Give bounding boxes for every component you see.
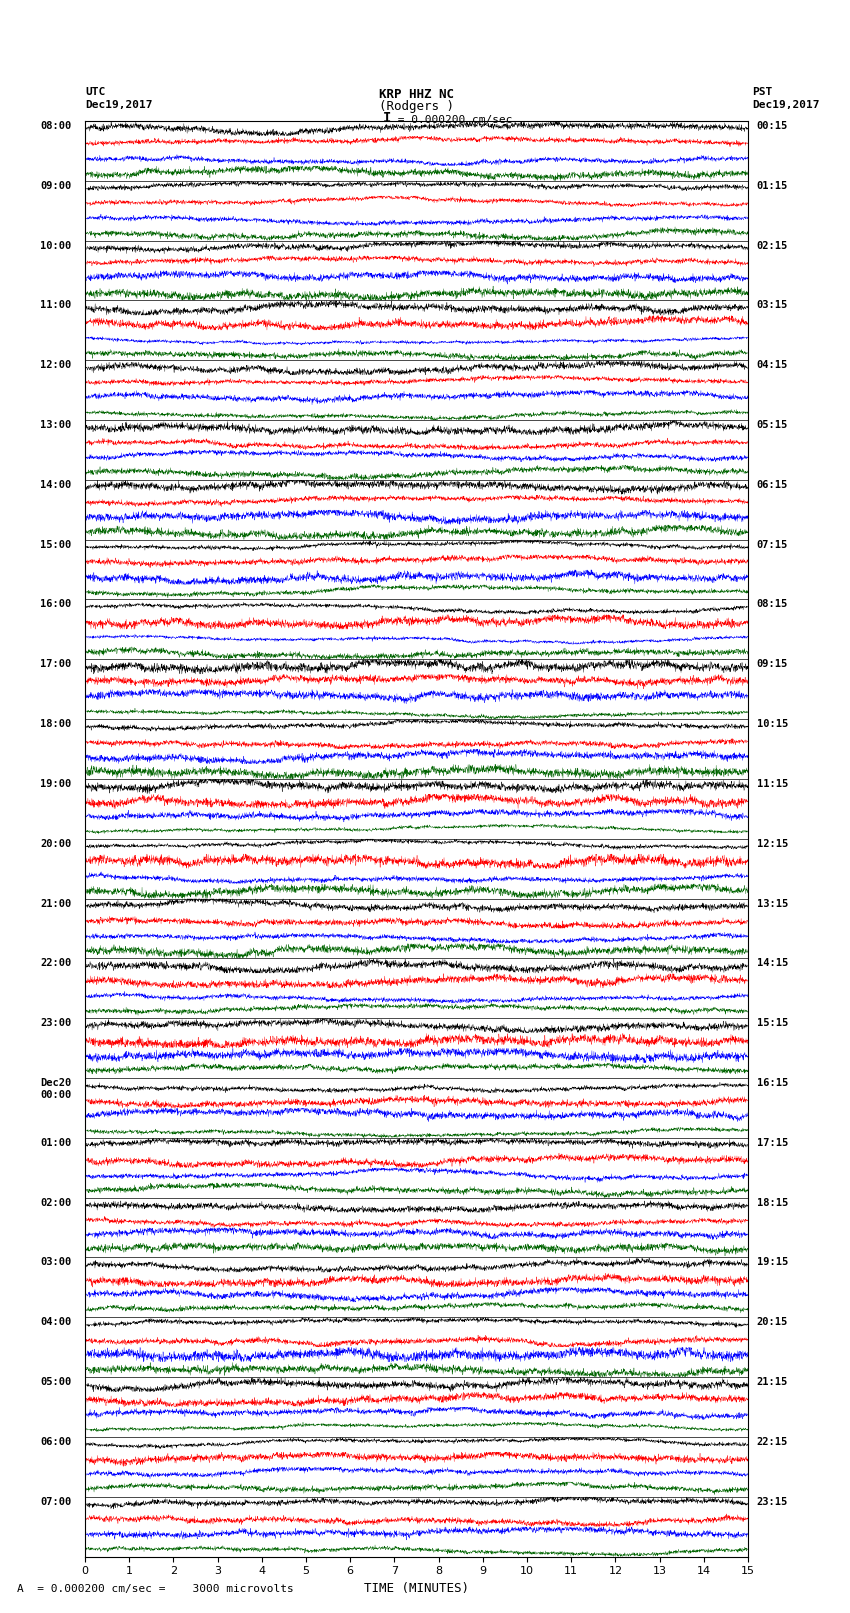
Text: 22:00: 22:00: [41, 958, 71, 968]
Text: 00:15: 00:15: [756, 121, 788, 131]
Text: 18:00: 18:00: [41, 719, 71, 729]
Text: 14:15: 14:15: [756, 958, 788, 968]
Text: A  = 0.000200 cm/sec =    3000 microvolts: A = 0.000200 cm/sec = 3000 microvolts: [17, 1584, 294, 1594]
Text: 15:15: 15:15: [756, 1018, 788, 1027]
Text: (Rodgers ): (Rodgers ): [379, 100, 454, 113]
Text: 11:15: 11:15: [756, 779, 788, 789]
Text: 20:15: 20:15: [756, 1318, 788, 1327]
Text: 14:00: 14:00: [41, 481, 71, 490]
Text: 22:15: 22:15: [756, 1437, 788, 1447]
Text: = 0.000200 cm/sec: = 0.000200 cm/sec: [391, 115, 513, 126]
Text: 04:00: 04:00: [41, 1318, 71, 1327]
Text: 12:15: 12:15: [756, 839, 788, 848]
Text: 02:15: 02:15: [756, 240, 788, 250]
Text: 23:00: 23:00: [41, 1018, 71, 1027]
Text: 06:15: 06:15: [756, 481, 788, 490]
Text: 05:15: 05:15: [756, 419, 788, 431]
Text: 04:15: 04:15: [756, 360, 788, 371]
Text: 16:00: 16:00: [41, 600, 71, 610]
Text: 20:00: 20:00: [41, 839, 71, 848]
Text: 18:15: 18:15: [756, 1197, 788, 1208]
Text: UTC: UTC: [85, 87, 105, 97]
Text: 02:00: 02:00: [41, 1197, 71, 1208]
Text: 09:15: 09:15: [756, 660, 788, 669]
Text: KRP HHZ NC: KRP HHZ NC: [379, 87, 454, 100]
Text: 11:00: 11:00: [41, 300, 71, 310]
X-axis label: TIME (MINUTES): TIME (MINUTES): [364, 1582, 469, 1595]
Text: 10:00: 10:00: [41, 240, 71, 250]
Text: 17:00: 17:00: [41, 660, 71, 669]
Text: 05:00: 05:00: [41, 1378, 71, 1387]
Text: 08:00: 08:00: [41, 121, 71, 131]
Text: 15:00: 15:00: [41, 540, 71, 550]
Text: I: I: [382, 111, 391, 126]
Text: 01:15: 01:15: [756, 181, 788, 190]
Text: Dec19,2017: Dec19,2017: [752, 100, 819, 110]
Text: Dec19,2017: Dec19,2017: [85, 100, 152, 110]
Text: 07:00: 07:00: [41, 1497, 71, 1507]
Text: 01:00: 01:00: [41, 1137, 71, 1148]
Text: 08:15: 08:15: [756, 600, 788, 610]
Text: 09:00: 09:00: [41, 181, 71, 190]
Text: 17:15: 17:15: [756, 1137, 788, 1148]
Text: 21:15: 21:15: [756, 1378, 788, 1387]
Text: Dec20
00:00: Dec20 00:00: [41, 1077, 71, 1100]
Text: 21:00: 21:00: [41, 898, 71, 908]
Text: 19:15: 19:15: [756, 1258, 788, 1268]
Text: 10:15: 10:15: [756, 719, 788, 729]
Text: 13:15: 13:15: [756, 898, 788, 908]
Text: 23:15: 23:15: [756, 1497, 788, 1507]
Text: 12:00: 12:00: [41, 360, 71, 371]
Text: 03:15: 03:15: [756, 300, 788, 310]
Text: 13:00: 13:00: [41, 419, 71, 431]
Text: 16:15: 16:15: [756, 1077, 788, 1089]
Text: 06:00: 06:00: [41, 1437, 71, 1447]
Text: 03:00: 03:00: [41, 1258, 71, 1268]
Text: 07:15: 07:15: [756, 540, 788, 550]
Text: PST: PST: [752, 87, 773, 97]
Text: 19:00: 19:00: [41, 779, 71, 789]
